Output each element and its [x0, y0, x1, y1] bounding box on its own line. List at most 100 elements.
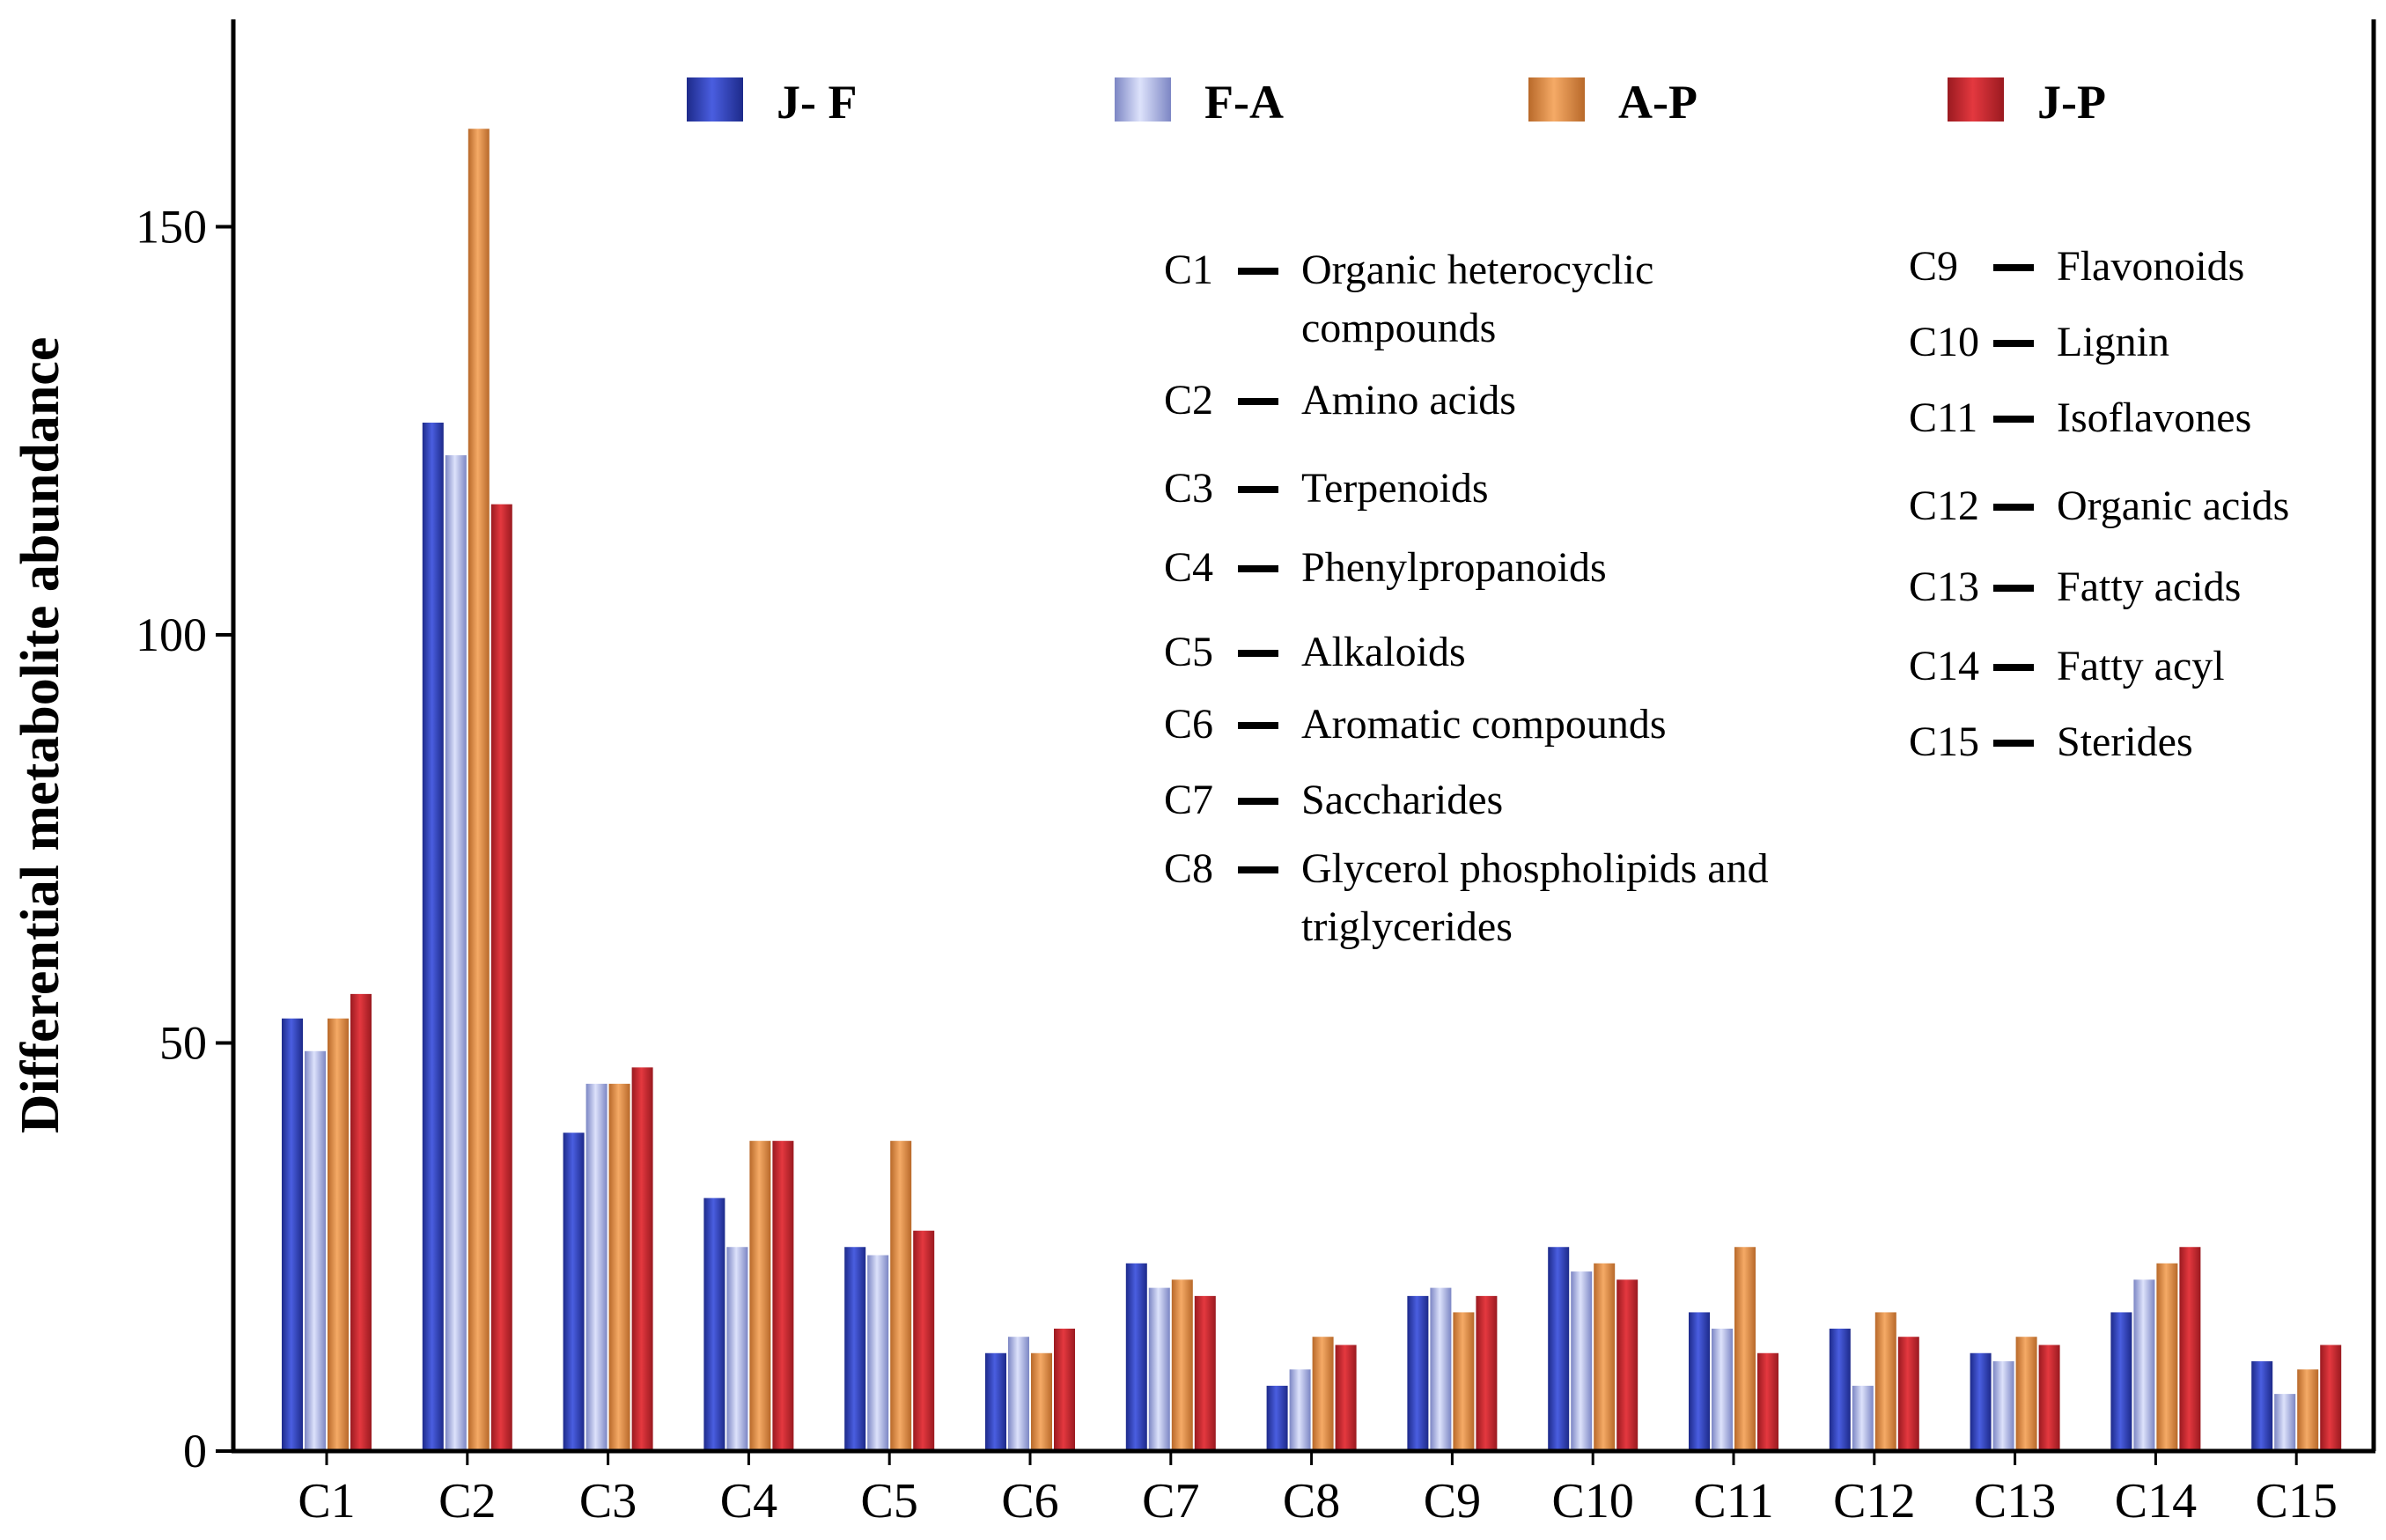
note-dash [1993, 504, 2034, 511]
bar-C1-F-A [305, 1050, 326, 1451]
note-description: Organic heterocyclic [1301, 247, 1653, 293]
bar-C13-A-P [2015, 1337, 2037, 1451]
note-C4: C4 Phenylpropanoids [1164, 544, 1607, 591]
bar-C14-J-F [2110, 1312, 2132, 1451]
note-description: Fatty acyl [2057, 643, 2225, 689]
note-C6: C6 Aromatic compounds [1164, 701, 1667, 748]
y-axis-label: Differential metabolite abundance [11, 337, 70, 1134]
note-dash [1238, 268, 1278, 275]
bar-C5-J-F [844, 1247, 866, 1451]
note-dash [1993, 585, 2034, 592]
note-description: triglycerides [1301, 903, 1513, 950]
legend-label-3: A-P [1618, 76, 1697, 129]
note-dash [1993, 740, 2034, 747]
bar-C6-J-P [1054, 1328, 1075, 1451]
bar-C10-F-A [1571, 1271, 1593, 1451]
note-code: C14 [1909, 643, 1979, 689]
note-description: Aromatic compounds [1301, 701, 1667, 748]
note-C15: C15 Sterides [1909, 718, 2193, 765]
bar-C2-J-F [422, 422, 444, 1452]
note-code: C2 [1164, 377, 1213, 424]
note-code: C13 [1909, 564, 1979, 610]
note-description: Organic acids [2057, 483, 2289, 529]
bar-C4-J-F [703, 1197, 725, 1451]
bar-C3-J-F [563, 1132, 585, 1451]
note-description: Terpenoids [1301, 465, 1489, 512]
bar-C5-J-P [913, 1230, 935, 1451]
note-C5: C5 Alkaloids [1164, 629, 1466, 675]
bar-C4-A-P [749, 1140, 771, 1451]
note-description: Isoflavones [2057, 394, 2251, 441]
bar-C5-F-A [867, 1255, 889, 1451]
bar-C1-J-F [282, 1018, 303, 1451]
legend-label-2: F-A [1204, 76, 1284, 129]
note-code: C15 [1909, 718, 1979, 765]
bar-C3-A-P [608, 1083, 630, 1451]
note-code: C4 [1164, 544, 1213, 591]
note-C12: C12 Organic acids [1909, 483, 2289, 529]
x-ticks-group: C1 C2 C3 C4 C5 C6 C7 C8 C9 C10 C11 C12 C13 C14 C15 [298, 1451, 2338, 1529]
note-code: C9 [1909, 243, 1958, 290]
legend: J- F F-A A-P J-P [687, 76, 2106, 129]
bar-C7-J-P [1194, 1295, 1216, 1451]
bar-C1-A-P [328, 1018, 349, 1451]
legend-swatch-1 [687, 77, 743, 122]
bar-C4-F-A [726, 1247, 748, 1451]
bar-C15-A-P [2297, 1369, 2319, 1451]
bar-C2-F-A [445, 455, 467, 1451]
bar-C14-J-P [2179, 1247, 2201, 1451]
bar-C6-J-F [985, 1352, 1006, 1451]
y-tick-label: 50 [159, 1017, 207, 1070]
bar-C14-A-P [2156, 1263, 2178, 1451]
y-tick-label: 0 [183, 1425, 207, 1477]
bar-C13-J-F [1970, 1352, 1992, 1451]
note-code: C12 [1909, 483, 1979, 529]
y-tick-label: 100 [136, 608, 207, 661]
bar-C6-A-P [1031, 1352, 1052, 1451]
legend-swatch-2 [1115, 77, 1171, 122]
bar-C1-J-P [350, 993, 372, 1451]
note-dash [1238, 798, 1278, 805]
note-C9: C9 Flavonoids [1909, 243, 2244, 290]
bar-C9-A-P [1453, 1312, 1475, 1451]
bar-C10-J-F [1548, 1247, 1570, 1451]
note-C7: C7 Saccharides [1164, 777, 1503, 823]
note-code: C6 [1164, 701, 1213, 748]
legend-swatch-4 [1948, 77, 2004, 122]
note-dash [1238, 866, 1278, 873]
bar-C8-J-P [1335, 1345, 1357, 1451]
bar-C11-J-F [1689, 1312, 1710, 1451]
note-description: Fatty acids [2057, 564, 2241, 610]
bar-C7-F-A [1148, 1287, 1170, 1451]
x-tick-label: C11 [1693, 1474, 1773, 1529]
note-C14: C14 Fatty acyl [1909, 643, 2225, 689]
note-dash [1238, 650, 1278, 657]
bar-C12-F-A [1852, 1385, 1874, 1451]
x-tick-label: C8 [1283, 1474, 1340, 1529]
note-dash [1993, 416, 2034, 423]
note-dash [1993, 264, 2034, 271]
note-dash [1238, 398, 1278, 405]
x-tick-label: C12 [1833, 1474, 1915, 1529]
note-code: C8 [1164, 845, 1213, 892]
note-dash [1238, 486, 1278, 493]
x-tick-label: C5 [861, 1474, 918, 1529]
x-tick-label: C3 [579, 1474, 637, 1529]
note-code: C11 [1909, 394, 1977, 441]
bar-C12-J-F [1829, 1328, 1851, 1451]
bar-C2-J-P [490, 504, 512, 1452]
x-tick-label: C4 [720, 1474, 777, 1529]
note-description: Glycerol phospholipids and [1301, 845, 1769, 892]
note-C8: C8 Glycerol phospholipids and triglyceride… [1164, 845, 1769, 950]
bar-C3-J-P [631, 1067, 653, 1451]
note-C11: C11 Isoflavones [1909, 394, 2251, 441]
legend-label-4: J-P [2037, 76, 2106, 129]
bar-C8-J-F [1266, 1385, 1288, 1451]
bar-C12-J-P [1897, 1337, 1919, 1451]
bar-C15-F-A [2274, 1394, 2296, 1451]
x-tick-label: C10 [1552, 1474, 1634, 1529]
bar-C10-A-P [1594, 1263, 1616, 1451]
bar-C7-J-F [1125, 1263, 1147, 1451]
note-C1: C1 Organic heterocyclic compounds [1164, 247, 1653, 351]
bar-C3-F-A [585, 1083, 608, 1451]
